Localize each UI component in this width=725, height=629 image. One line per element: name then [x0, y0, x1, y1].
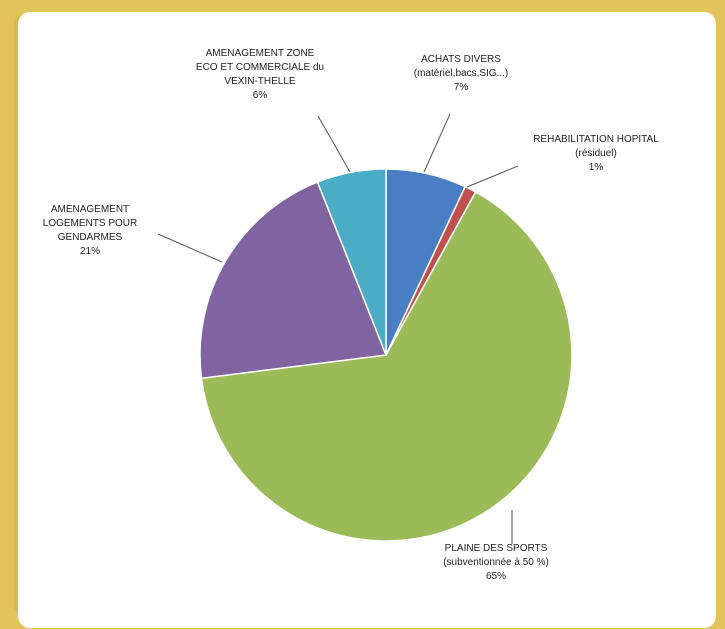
leader-line — [466, 165, 519, 188]
leader-line — [157, 233, 223, 263]
slice-label: AMENAGEMENT ZONE ECO ET COMMERCIALE du VEX… — [196, 48, 324, 101]
leader-line — [423, 113, 451, 173]
slice-label-line: (résiduel) — [575, 148, 617, 159]
slice-label: AMENAGEMENT LOGEMENTS POUR GENDARMES 21% — [43, 204, 137, 257]
slice-label-line: GENDARMES — [58, 232, 123, 243]
slice-label-line: VEXIN-THELLE — [224, 76, 295, 87]
slice-label: ACHATS DIVERS (matériel,bacs,SIG...) 7% — [414, 54, 508, 93]
pie-slice — [199, 181, 388, 380]
slice-label-line: 1% — [589, 162, 604, 173]
slice-label-line: 6% — [253, 90, 268, 101]
slice-label-line: PLAINE DES SPORTS — [445, 543, 548, 554]
slice-label-line: ACHATS DIVERS — [421, 54, 501, 65]
slice-label-line: 21% — [80, 246, 100, 257]
slice-label: REHABILITATION HOPITAL (résiduel) 1% — [533, 134, 659, 173]
leader-line — [317, 115, 351, 173]
slice-label-line: AMENAGEMENT — [51, 204, 129, 215]
slice-label-line: 65% — [486, 571, 506, 582]
slice-label-line: ECO ET COMMERCIALE du — [196, 62, 324, 73]
pie-slice — [200, 190, 573, 542]
slice-label-line: (matériel,bacs,SIG...) — [414, 68, 508, 79]
pie-slice — [316, 168, 387, 356]
slice-label-line: AMENAGEMENT ZONE — [206, 48, 315, 59]
slice-label-line: 7% — [454, 82, 469, 93]
slice-label-line: REHABILITATION HOPITAL — [533, 134, 659, 145]
slice-label-line: (subventionnée à 50 %) — [443, 557, 549, 568]
slice-label: PLAINE DES SPORTS (subventionnée à 50 %) 6… — [443, 543, 549, 582]
slice-label-line: LOGEMENTS POUR — [43, 218, 137, 229]
